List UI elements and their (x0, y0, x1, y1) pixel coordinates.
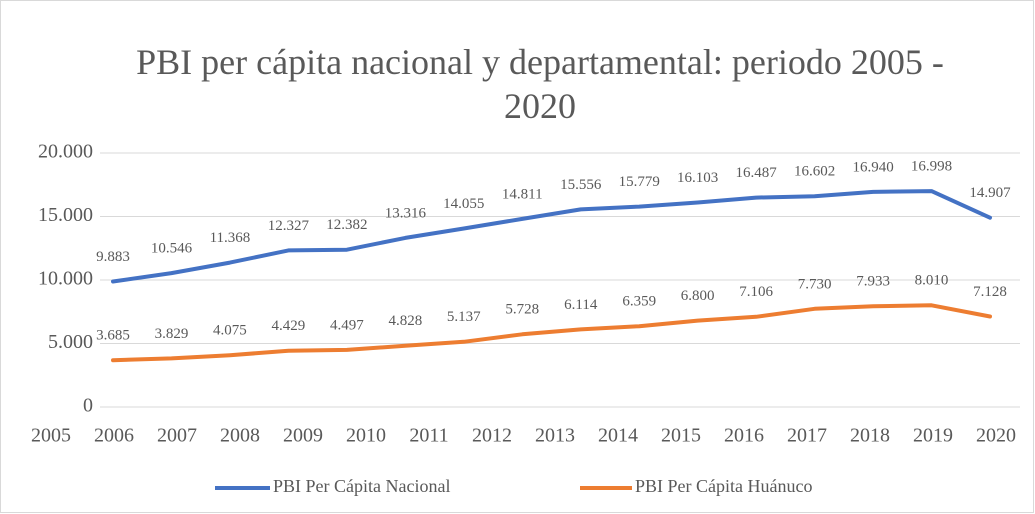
legend-label: PBI Per Cápita Huánuco (635, 476, 812, 496)
x-tick-label: 2012 (472, 425, 512, 447)
data-label: 3.829 (155, 326, 189, 342)
data-label: 4.075 (213, 323, 247, 339)
x-tick-label: 2019 (913, 425, 953, 447)
y-tick-label: 20.000 (38, 141, 93, 163)
data-label: 7.128 (973, 284, 1007, 300)
x-tick-label: 2018 (850, 425, 890, 447)
x-tick-label: 2016 (724, 425, 764, 447)
x-tick-label: 2020 (976, 425, 1016, 447)
x-tick-label: 2009 (283, 425, 323, 447)
data-label: 13.316 (385, 205, 427, 221)
data-label: 15.556 (560, 177, 602, 193)
data-label: 7.730 (798, 276, 832, 292)
data-label: 16.103 (677, 170, 718, 186)
data-label: 16.602 (794, 164, 835, 180)
data-label: 14.055 (443, 196, 484, 212)
data-label: 4.497 (330, 317, 364, 333)
y-tick-label: 10.000 (38, 268, 93, 290)
data-label: 8.010 (915, 273, 949, 289)
x-tick-label: 2011 (409, 425, 448, 447)
data-line (111, 303, 992, 363)
x-tick-label: 2008 (220, 425, 260, 447)
data-label: 12.327 (268, 218, 310, 234)
y-tick-label: 15.000 (38, 204, 93, 226)
data-label: 7.106 (739, 284, 773, 300)
data-label: 6.359 (622, 294, 656, 310)
legend-label: PBI Per Cápita Nacional (273, 476, 450, 496)
data-label: 16.940 (852, 159, 893, 175)
data-label: 6.800 (681, 288, 715, 304)
chart-title: PBI per cápita nacional y departamental:… (136, 42, 944, 126)
x-tick-label: 2005 (31, 425, 71, 447)
data-label: 11.368 (210, 230, 251, 246)
data-label: 5.137 (447, 309, 481, 325)
data-label: 7.933 (856, 274, 890, 290)
data-label: 4.429 (272, 318, 306, 334)
data-label: 3.685 (96, 328, 130, 344)
data-label: 9.883 (96, 249, 130, 265)
data-line (111, 189, 992, 284)
data-label: 14.907 (969, 185, 1011, 201)
x-tick-label: 2006 (94, 425, 134, 447)
x-tick-label: 2010 (346, 425, 386, 447)
x-tick-label: 2007 (157, 425, 197, 447)
data-label: 4.828 (388, 313, 422, 329)
data-label: 14.811 (502, 186, 543, 202)
data-label: 6.114 (564, 297, 598, 313)
x-tick-label: 2017 (787, 425, 827, 447)
data-label: 16.487 (736, 165, 778, 181)
x-tick-label: 2014 (598, 425, 638, 447)
data-label: 15.779 (619, 174, 660, 190)
data-label: 12.382 (326, 217, 367, 233)
data-label: 16.998 (911, 159, 952, 175)
y-tick-label: 5.000 (48, 331, 93, 353)
data-label: 10.546 (151, 241, 193, 257)
data-label: 5.728 (505, 302, 539, 318)
y-tick-label: 0 (83, 395, 93, 417)
x-tick-label: 2013 (535, 425, 575, 447)
x-tick-label: 2015 (661, 425, 701, 447)
